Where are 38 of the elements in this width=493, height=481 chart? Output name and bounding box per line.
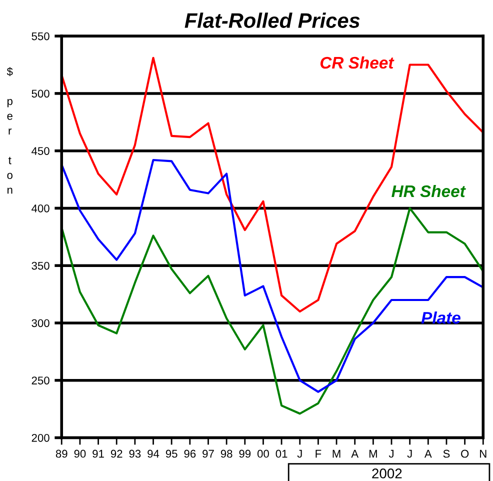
x-tick-label: S — [443, 450, 450, 458]
x-tick-label: 89 — [56, 450, 68, 458]
x-tick-label: F — [316, 450, 322, 458]
x-tick-label: 98 — [220, 450, 232, 458]
x-tick-label: 01 — [276, 450, 288, 458]
y-tick-label: 300 — [32, 319, 50, 328]
x-tick-label: 96 — [184, 450, 196, 458]
x-tick-label: M — [332, 450, 340, 458]
y-tick-label: 450 — [32, 147, 50, 155]
chart-title: Flat-Rolled Prices — [184, 12, 360, 28]
x-tick-label: 95 — [166, 450, 178, 458]
y-tick-label: 550 — [32, 32, 50, 40]
x-tick-label: M — [369, 450, 377, 458]
text: 2002 — [372, 468, 402, 478]
x-tick-label: J — [388, 450, 394, 458]
x-tick-label: 90 — [74, 450, 86, 458]
x-tick-label: 93 — [129, 450, 141, 458]
series-label: HR Sheet — [392, 184, 466, 198]
x-tick-label: J — [297, 450, 302, 458]
x-tick-label: 91 — [92, 450, 104, 458]
y-tick-label: 250 — [32, 376, 50, 384]
y-tick-label: 350 — [32, 262, 50, 270]
x-tick-label: N — [480, 450, 486, 458]
x-tick-label: 94 — [148, 450, 160, 458]
x-tick-label: A — [351, 450, 359, 458]
y-tick-label: 500 — [32, 90, 50, 98]
x-tick-label: A — [424, 450, 432, 458]
x-tick-label: 97 — [202, 450, 214, 458]
x-tick-label: J — [407, 450, 412, 458]
x-tick-label: O — [461, 450, 469, 458]
text: $ per ton — [6, 67, 13, 194]
x-tick-label: 99 — [239, 450, 251, 458]
series-label: CR Sheet — [320, 56, 394, 69]
series-label: Plate — [421, 311, 460, 324]
y-tick-label: 400 — [32, 204, 50, 212]
y-tick-label: 200 — [32, 434, 50, 442]
x-tick-label: 92 — [110, 450, 122, 458]
x-tick-label: 00 — [257, 450, 269, 458]
